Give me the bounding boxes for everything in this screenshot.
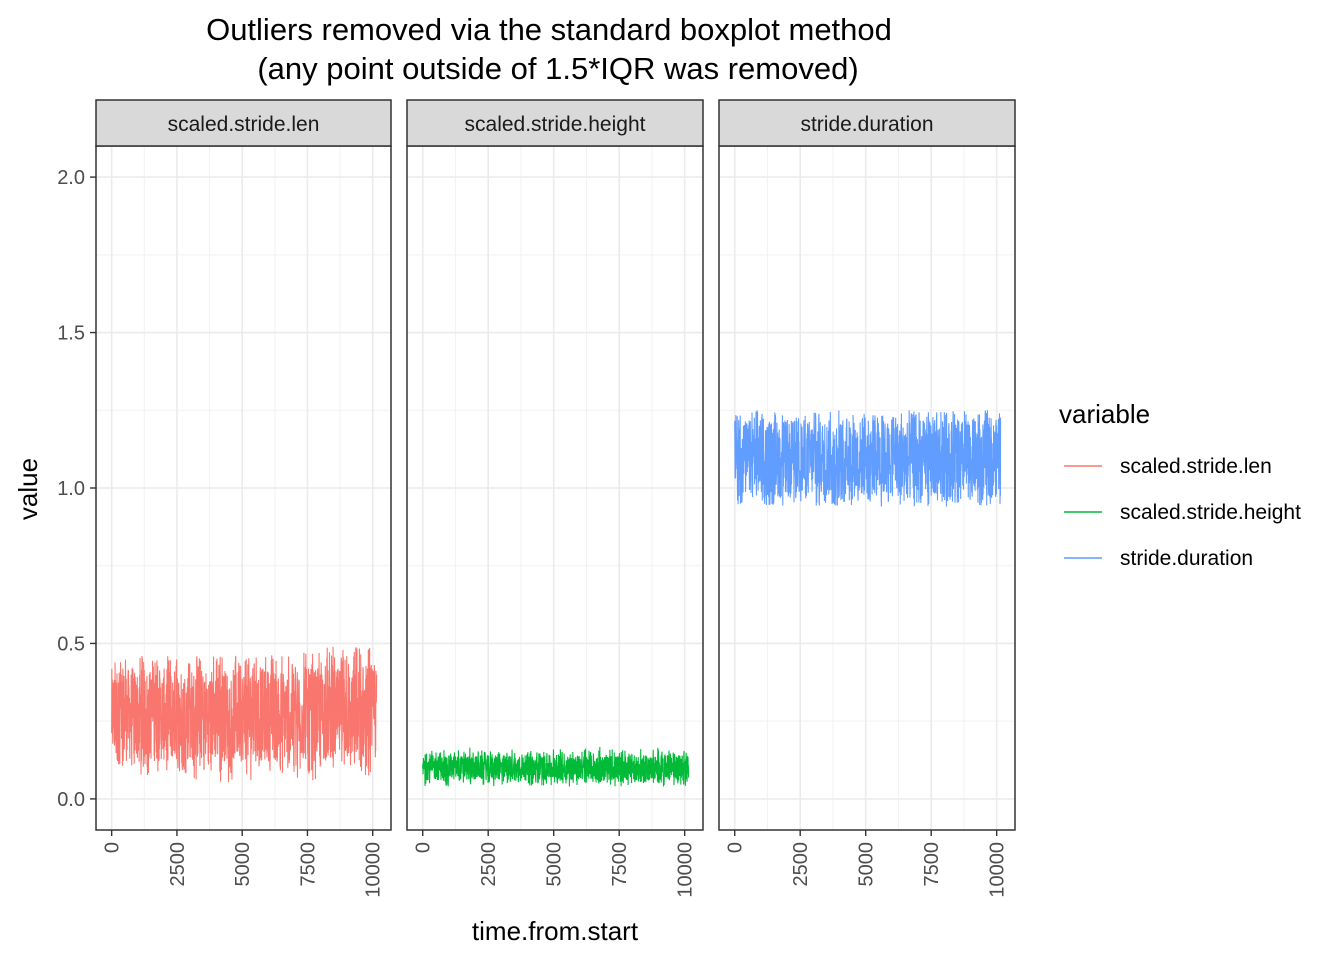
x-axis-title: time.from.start xyxy=(472,916,639,946)
x-tick-label: 10000 xyxy=(987,842,1009,898)
legend-label-stride.duration: stride.duration xyxy=(1120,547,1253,570)
x-tick-label: 7500 xyxy=(609,842,631,887)
x-tick-label: 5000 xyxy=(856,842,878,887)
legend-label-scaled.stride.len: scaled.stride.len xyxy=(1120,455,1272,478)
x-tick-label: 2500 xyxy=(790,842,812,887)
series-line-scaled.stride.len xyxy=(111,646,378,783)
x-tick-label: 10000 xyxy=(363,842,385,898)
y-axis: 0.0 0.5 1.0 1.5 2.0 xyxy=(57,167,96,811)
facet-panel-stride.duration: stride.duration 0 2500 5000 7500 10000 xyxy=(718,99,1016,898)
facet-panel-scaled.stride.len: scaled.stride.len 0 2500 5000 7500 10000 xyxy=(95,99,392,898)
facet-strip-label: stride.duration xyxy=(800,113,933,136)
facet-panel-scaled.stride.height: scaled.stride.height 0 2500 5000 7500 10000 xyxy=(406,99,704,898)
facet-strip xyxy=(406,99,704,147)
facet-strip xyxy=(95,99,392,147)
legend-title: variable xyxy=(1059,399,1150,429)
chart-title-line2: (any point outside of 1.5*IQR was remove… xyxy=(257,51,858,86)
series-line-scaled.stride.height xyxy=(422,746,690,787)
x-tick-label: 0 xyxy=(725,842,747,853)
x-tick-label: 0 xyxy=(413,842,435,853)
y-tick-label: 1.5 xyxy=(57,323,85,345)
legend-label-scaled.stride.height: scaled.stride.height xyxy=(1120,501,1301,524)
x-tick-label: 5000 xyxy=(544,842,566,887)
y-tick-label: 2.0 xyxy=(57,167,85,189)
x-tick-label: 7500 xyxy=(921,842,943,887)
x-tick-label: 5000 xyxy=(232,842,254,887)
legend: variable scaled.stride.len scaled.stride.… xyxy=(1059,399,1301,570)
x-tick-label: 2500 xyxy=(167,842,189,887)
x-tick-label: 2500 xyxy=(478,842,500,887)
x-tick-label: 7500 xyxy=(297,842,319,887)
facet-strip-label: scaled.stride.len xyxy=(168,113,320,136)
series-line-stride.duration xyxy=(734,410,1002,507)
x-tick-label: 10000 xyxy=(675,842,697,898)
facet-strip xyxy=(718,99,1016,147)
y-tick-label: 0.0 xyxy=(57,789,85,811)
y-tick-label: 0.5 xyxy=(57,633,85,655)
facet-strip-label: scaled.stride.height xyxy=(465,113,646,136)
x-tick-label: 0 xyxy=(102,842,124,853)
chart-title-line1: Outliers removed via the standard boxplo… xyxy=(206,12,892,47)
y-tick-label: 1.0 xyxy=(57,478,85,500)
y-axis-title: value xyxy=(13,458,43,520)
